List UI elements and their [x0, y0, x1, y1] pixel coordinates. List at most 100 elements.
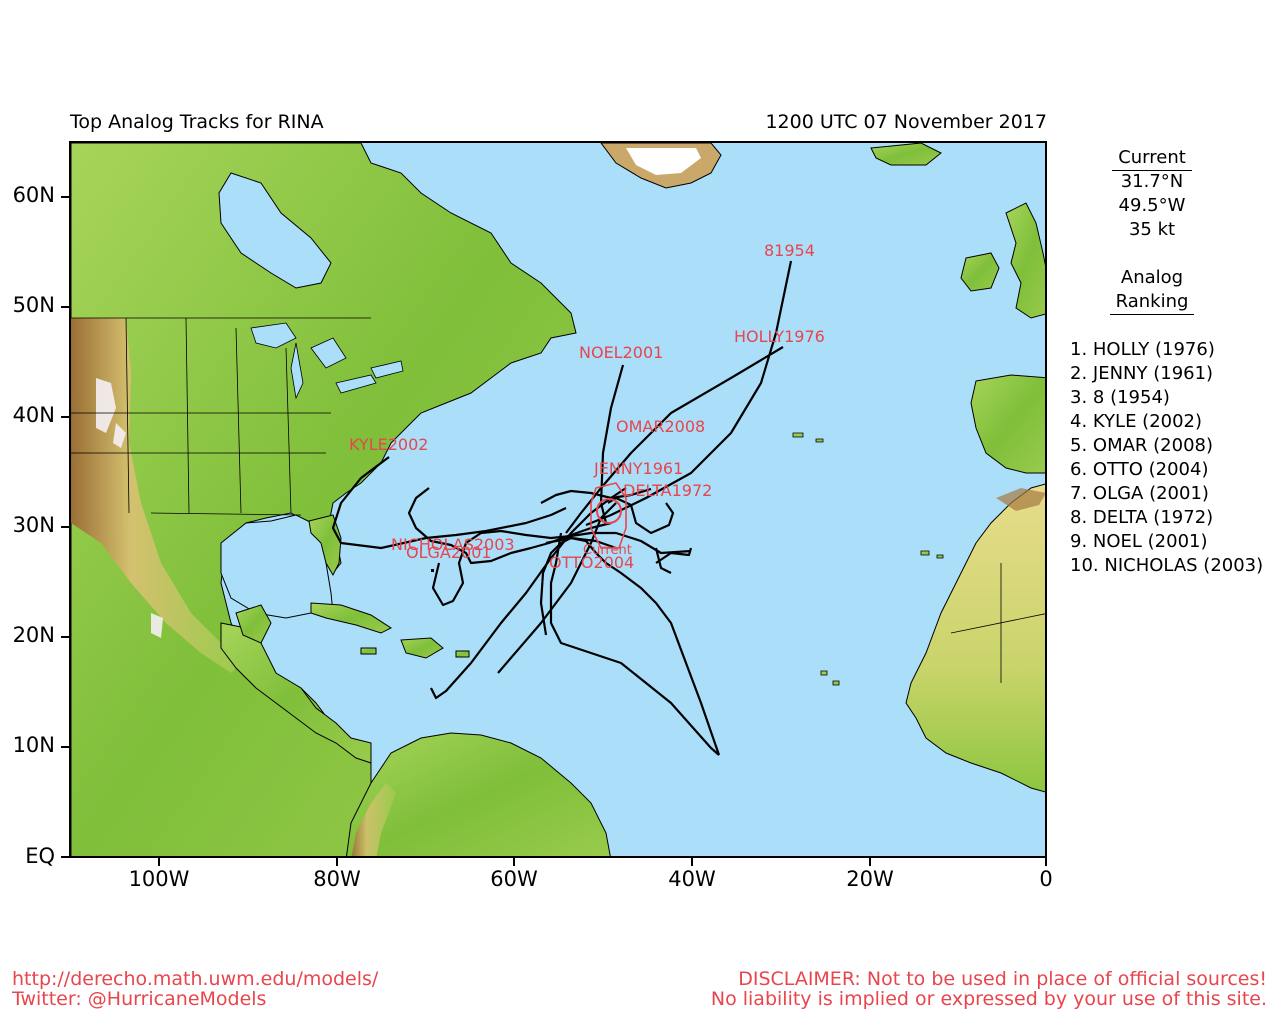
lon-label-0: 0	[1039, 867, 1053, 891]
cape-verde	[820, 670, 840, 686]
north-america-land	[71, 143, 577, 856]
jamaica	[360, 647, 377, 655]
map-panel: 81954 HOLLY1976 NOEL2001 OMAR2008 KYLE20…	[69, 141, 1047, 858]
analog-heading-line1: Analog	[1120, 267, 1184, 288]
atlas-mountains	[996, 488, 1045, 511]
analog-ranking-list: 1. HOLLY (1976) 2. JENNY (1961) 3. 8 (19…	[1070, 338, 1263, 578]
hispaniola	[400, 637, 444, 659]
label-omar-2008: OMAR2008	[616, 417, 705, 436]
gulf-of-mexico	[220, 514, 334, 619]
lon-tick	[336, 858, 338, 866]
map-title: Top Analog Tracks for RINA	[70, 111, 324, 133]
label-olga-2001: OLGA2001	[406, 543, 492, 562]
track-8-1954	[585, 260, 793, 527]
south-america	[346, 732, 611, 856]
lat-label-50n: 50N	[12, 293, 55, 317]
bermuda	[431, 569, 434, 572]
label-kyle-2002: KYLE2002	[349, 435, 428, 454]
azores	[792, 432, 824, 443]
lon-label-80w: 80W	[313, 867, 361, 891]
current-lat: 31.7°N	[1120, 171, 1184, 192]
track-delta-1972	[607, 496, 675, 535]
disclaimer-line2: No liability is implied or expressed by …	[710, 988, 1267, 1010]
lat-tick	[61, 416, 69, 418]
footer-left: http://derecho.math.uwm.edu/models/ Twit…	[12, 969, 378, 1009]
iceland	[870, 143, 942, 166]
puerto-rico	[455, 650, 470, 658]
rank-item: 3. 8 (1954)	[1070, 387, 1170, 408]
lat-tick	[61, 526, 69, 528]
rank-item: 5. OMAR (2008)	[1070, 435, 1213, 456]
map-canvas: 81954 HOLLY1976 NOEL2001 OMAR2008 KYLE20…	[71, 143, 1045, 856]
lat-label-eq: EQ	[25, 844, 55, 868]
track-kyle-2002	[331, 456, 567, 550]
label-jenny-1961: JENNY1961	[593, 459, 683, 478]
rank-item: 7. OLGA (2001)	[1070, 483, 1209, 504]
twitter-handle: Twitter: @HurricaneModels	[12, 988, 267, 1010]
rank-item: 8. DELTA (1972)	[1070, 507, 1214, 528]
track-noel-2001	[599, 364, 625, 524]
current-lon: 49.5°W	[1118, 195, 1186, 216]
rank-item: 6. OTTO (2004)	[1070, 459, 1209, 480]
yucatan	[235, 604, 272, 644]
iberia	[970, 374, 1045, 474]
snow-peaks	[96, 378, 163, 638]
hudson-bay	[218, 172, 332, 289]
current-track-outline	[590, 482, 627, 549]
label-8-1954: 81954	[764, 241, 815, 260]
andes	[351, 783, 396, 856]
africa	[905, 483, 1045, 793]
lat-tick	[61, 306, 69, 308]
label-noel-2001: NOEL2001	[579, 343, 663, 362]
great-britain	[1005, 202, 1045, 319]
lat-tick	[61, 196, 69, 198]
map-datetime: 1200 UTC 07 November 2017	[765, 111, 1047, 133]
lon-tick	[1045, 858, 1047, 866]
lat-label-30n: 30N	[12, 513, 55, 537]
lon-label-40w: 40W	[668, 867, 716, 891]
greenland-ice	[626, 148, 701, 175]
lon-tick	[158, 858, 160, 866]
track-omar-2008	[497, 502, 617, 674]
lat-label-60n: 60N	[12, 183, 55, 207]
lat-label-20n: 20N	[12, 623, 55, 647]
ireland	[960, 252, 1000, 292]
track-otto-2004	[539, 536, 721, 756]
rank-item: 4. KYLE (2002)	[1070, 411, 1203, 432]
rank-item: 1. HOLLY (1976)	[1070, 339, 1215, 360]
lat-tick	[61, 746, 69, 748]
current-heading: Current	[1100, 146, 1204, 171]
label-current: Current	[583, 543, 632, 558]
analog-heading-line2: Ranking	[1100, 290, 1204, 315]
great-lakes	[250, 322, 404, 400]
disclaimer-line1: DISCLAIMER: Not to be used in place of o…	[738, 968, 1267, 990]
lat-tick	[61, 856, 69, 858]
lon-tick	[513, 858, 515, 866]
footer-disclaimer: DISCLAIMER: Not to be used in place of o…	[711, 969, 1267, 1009]
lon-tick	[869, 858, 871, 866]
current-position-marker	[596, 498, 622, 524]
label-holly-1976: HOLLY1976	[734, 327, 825, 346]
track-olga-2001	[431, 529, 692, 607]
label-nicholas-2003: NICHOLAS2003	[391, 535, 515, 554]
political-borders	[71, 317, 1045, 683]
lat-tick	[61, 636, 69, 638]
source-url-link[interactable]: http://derecho.math.uwm.edu/models/	[12, 968, 379, 990]
cuba	[310, 602, 393, 634]
lat-label-10n: 10N	[12, 733, 55, 757]
canary-islands	[920, 550, 944, 559]
lat-label-40n: 40N	[12, 403, 55, 427]
current-wind: 35 kt	[1128, 219, 1176, 240]
lon-label-60w: 60W	[490, 867, 538, 891]
track-holly-1976	[565, 346, 784, 534]
analog-tracks	[331, 260, 793, 756]
lon-label-100w: 100W	[128, 867, 190, 891]
rank-item: 2. JENNY (1961)	[1070, 363, 1214, 384]
label-delta-1972: DELTA1972	[623, 481, 712, 500]
lon-label-20w: 20W	[846, 867, 894, 891]
central-america	[220, 622, 372, 764]
lon-tick	[691, 858, 693, 866]
track-south	[549, 532, 720, 756]
label-otto-2004: OTTO2004	[549, 553, 634, 572]
rank-item: 10. NICHOLAS (2003)	[1070, 555, 1264, 576]
